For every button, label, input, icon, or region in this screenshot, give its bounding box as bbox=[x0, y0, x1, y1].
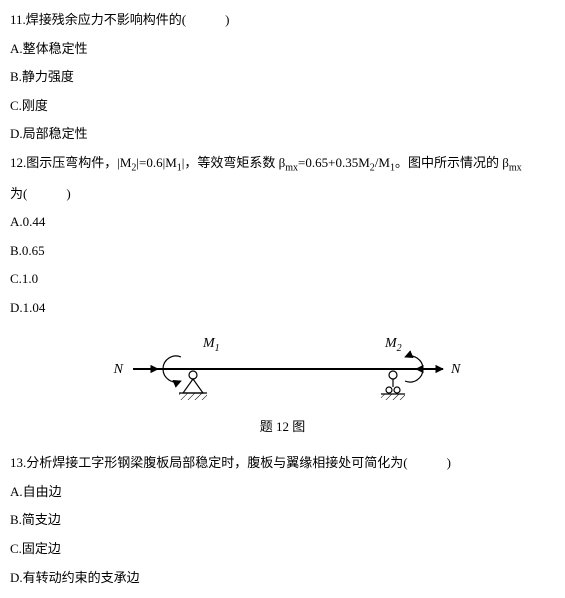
q13-stem: 13.分析焊接工字形钢梁腹板局部稳定时，腹板与翼缘相接处可简化为( ) bbox=[10, 449, 555, 478]
right-roller-circle bbox=[389, 371, 397, 379]
q12-stem-text5: /M bbox=[375, 155, 390, 170]
left-pin-circle bbox=[189, 371, 197, 379]
q11-stem: 11.焊接残余应力不影响构件的( ) bbox=[10, 6, 555, 35]
q12-option-a: A.0.44 bbox=[10, 208, 555, 237]
moment-m2-label: M2 bbox=[384, 336, 402, 354]
q11-option-c: C.刚度 bbox=[10, 92, 555, 121]
left-pin-triangle bbox=[183, 379, 203, 393]
moment-m1-label: M1 bbox=[202, 336, 220, 354]
right-roller-wheel1 bbox=[386, 387, 392, 393]
q12-figure: N N M1 M2 bbox=[10, 329, 555, 442]
exam-page: 11.焊接残余应力不影响构件的( ) A.整体稳定性 B.静力强度 C.刚度 D… bbox=[0, 0, 565, 598]
q12-stem-text3: |，等效弯矩系数 β bbox=[182, 155, 285, 170]
right-roller-wheel2 bbox=[394, 387, 400, 393]
q12-sub3: mx bbox=[285, 163, 298, 174]
q13-option-c: C.固定边 bbox=[10, 535, 555, 564]
q13-option-d: D.有转动约束的支承边 bbox=[10, 564, 555, 593]
q11-option-b: B.静力强度 bbox=[10, 63, 555, 92]
q12-stem: 12.图示压弯构件，|M2|=0.6|M1|，等效弯矩系数 βmx=0.65+0… bbox=[10, 149, 555, 180]
q12-option-d: D.1.04 bbox=[10, 294, 555, 323]
force-n-left-label: N bbox=[112, 362, 123, 377]
force-n-right-label: N bbox=[450, 362, 461, 377]
q12-stem-text2: |=0.6|M bbox=[136, 155, 176, 170]
q12-option-b: B.0.65 bbox=[10, 237, 555, 266]
q12-sub6: mx bbox=[509, 163, 522, 174]
q12-stem-text6: 。图中所示情况的 β bbox=[395, 155, 509, 170]
right-roller-ground bbox=[381, 394, 405, 400]
beam-diagram-svg: N N M1 M2 bbox=[103, 329, 463, 409]
q11-option-d: D.局部稳定性 bbox=[10, 120, 555, 149]
q12-stem-text4: =0.65+0.35M bbox=[298, 155, 370, 170]
q12-figure-caption: 题 12 图 bbox=[10, 413, 555, 442]
q11-option-a: A.整体稳定性 bbox=[10, 35, 555, 64]
q12-option-c: C.1.0 bbox=[10, 265, 555, 294]
q12-stem-text: 12.图示压弯构件，|M bbox=[10, 155, 131, 170]
left-pin-ground bbox=[179, 393, 207, 400]
q13-option-b: B.简支边 bbox=[10, 506, 555, 535]
q13-option-a: A.自由边 bbox=[10, 478, 555, 507]
q12-stem-cont: 为( ) bbox=[10, 180, 555, 209]
